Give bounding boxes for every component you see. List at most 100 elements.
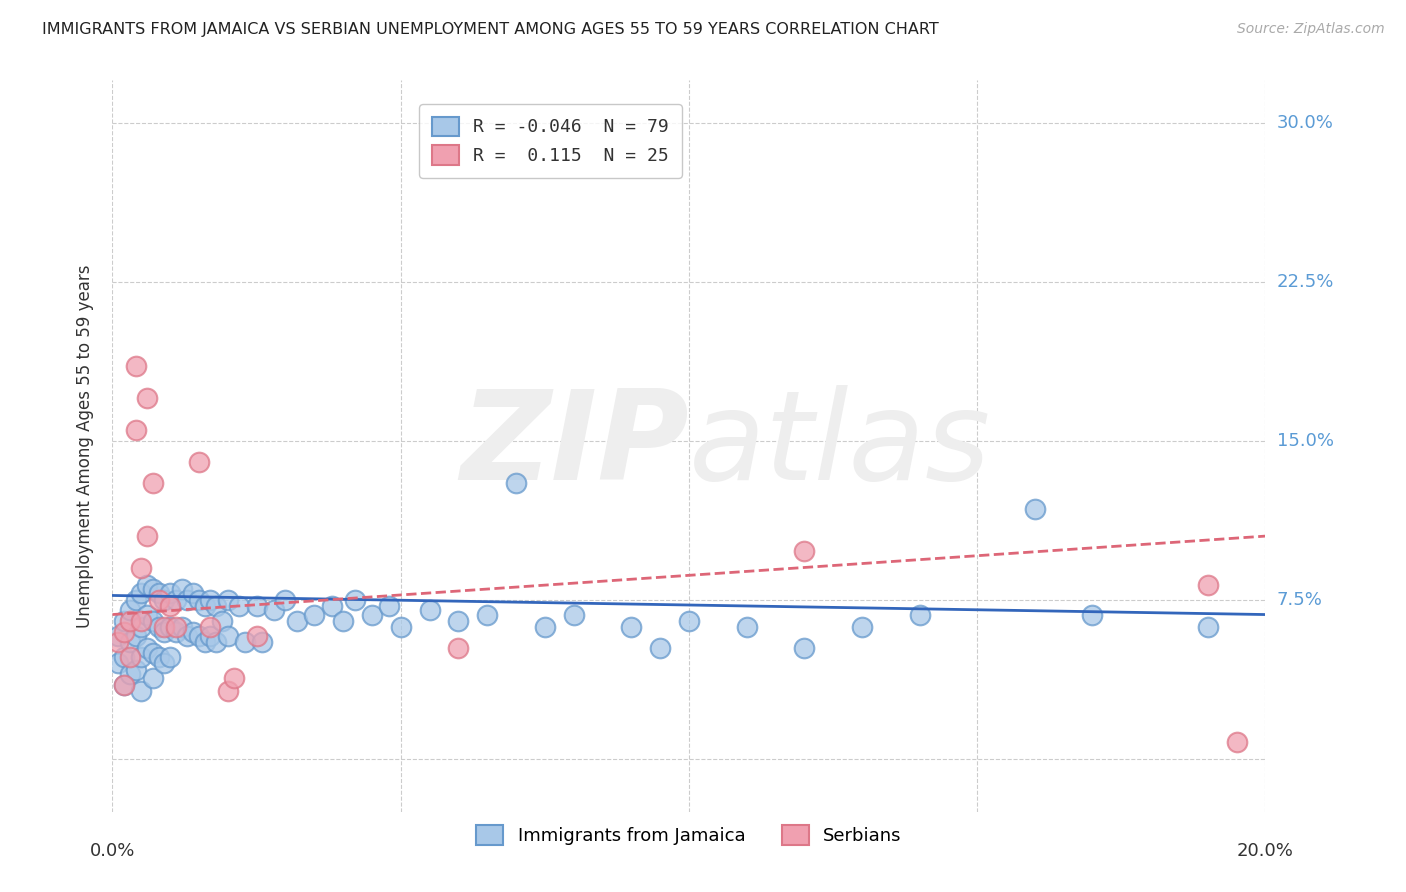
Point — [678, 614, 700, 628]
Point — [1197, 620, 1219, 634]
Y-axis label: Unemployment Among Ages 55 to 59 years: Unemployment Among Ages 55 to 59 years — [76, 264, 94, 628]
Text: 7.5%: 7.5% — [1277, 591, 1323, 608]
Point — [194, 599, 217, 613]
Point — [107, 635, 129, 649]
Point — [389, 620, 412, 634]
Point — [181, 586, 204, 600]
Point — [142, 614, 165, 628]
Point — [118, 603, 141, 617]
Point — [419, 603, 441, 617]
Point — [165, 624, 187, 639]
Point — [447, 614, 470, 628]
Point — [274, 592, 297, 607]
Point — [129, 561, 153, 575]
Point — [142, 582, 165, 596]
Point — [475, 607, 499, 622]
Point — [205, 635, 228, 649]
Text: IMMIGRANTS FROM JAMAICA VS SERBIAN UNEMPLOYMENT AMONG AGES 55 TO 59 YEARS CORREL: IMMIGRANTS FROM JAMAICA VS SERBIAN UNEMP… — [42, 22, 939, 37]
Point — [200, 620, 222, 634]
Point — [129, 586, 153, 600]
Point — [170, 582, 193, 596]
Point — [112, 614, 135, 628]
Point — [1024, 501, 1046, 516]
Point — [118, 667, 141, 681]
Point — [153, 624, 176, 639]
Point — [112, 624, 135, 639]
Point — [148, 592, 170, 607]
Point — [505, 476, 527, 491]
Point — [332, 614, 354, 628]
Point — [124, 359, 146, 374]
Point — [188, 629, 211, 643]
Point — [159, 599, 181, 613]
Point — [129, 620, 153, 634]
Point — [1081, 607, 1104, 622]
Point — [735, 620, 758, 634]
Point — [304, 607, 326, 622]
Point — [159, 586, 181, 600]
Text: 15.0%: 15.0% — [1277, 432, 1333, 450]
Point — [176, 629, 198, 643]
Point — [793, 544, 815, 558]
Point — [908, 607, 931, 622]
Point — [228, 599, 250, 613]
Point — [153, 657, 176, 671]
Point — [285, 614, 308, 628]
Point — [188, 592, 211, 607]
Point — [200, 629, 222, 643]
Point — [321, 599, 343, 613]
Point — [233, 635, 256, 649]
Point — [148, 649, 170, 664]
Point — [153, 620, 176, 634]
Point — [124, 423, 146, 437]
Point — [217, 684, 239, 698]
Point — [148, 620, 170, 634]
Point — [252, 635, 274, 649]
Point — [136, 392, 159, 406]
Point — [136, 607, 159, 622]
Point — [124, 592, 146, 607]
Point — [124, 663, 146, 677]
Point — [1197, 578, 1219, 592]
Point — [211, 614, 233, 628]
Point — [142, 646, 165, 660]
Point — [129, 614, 153, 628]
Point — [136, 529, 159, 543]
Point — [129, 649, 153, 664]
Point — [222, 671, 245, 685]
Point — [217, 629, 239, 643]
Point — [1226, 735, 1249, 749]
Point — [851, 620, 873, 634]
Point — [165, 620, 187, 634]
Point — [360, 607, 382, 622]
Point — [447, 641, 470, 656]
Point — [194, 635, 217, 649]
Point — [112, 677, 135, 691]
Point — [188, 455, 211, 469]
Point — [159, 620, 181, 634]
Point — [176, 592, 198, 607]
Point — [136, 641, 159, 656]
Point — [118, 649, 141, 664]
Point — [153, 592, 176, 607]
Point — [118, 614, 141, 628]
Point — [793, 641, 815, 656]
Point — [129, 684, 153, 698]
Text: atlas: atlas — [689, 385, 991, 507]
Point — [112, 677, 135, 691]
Text: Source: ZipAtlas.com: Source: ZipAtlas.com — [1237, 22, 1385, 37]
Point — [181, 624, 204, 639]
Text: 30.0%: 30.0% — [1277, 113, 1333, 132]
Point — [263, 603, 285, 617]
Point — [136, 578, 159, 592]
Text: ZIP: ZIP — [460, 385, 689, 507]
Point — [159, 649, 181, 664]
Point — [620, 620, 643, 634]
Point — [107, 629, 129, 643]
Point — [534, 620, 557, 634]
Point — [148, 586, 170, 600]
Point — [217, 592, 239, 607]
Point — [246, 629, 269, 643]
Text: 20.0%: 20.0% — [1237, 842, 1294, 860]
Point — [562, 607, 585, 622]
